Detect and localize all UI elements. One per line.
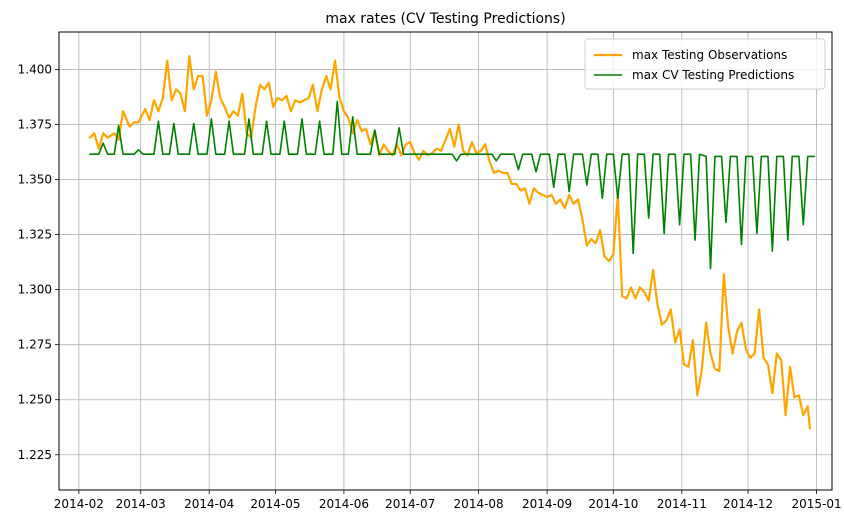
chart-title: max rates (CV Testing Predictions) (325, 11, 565, 27)
plot-area-frame (58, 31, 833, 491)
x-tick-label: 2014-12 (723, 497, 773, 511)
x-tick-label: 2014-05 (250, 497, 300, 511)
y-tick-label: 1.350 (18, 173, 52, 187)
x-tick-label: 2014-03 (116, 497, 166, 511)
legend-label-2: max CV Testing Predictions (632, 68, 794, 82)
plot-series (88, 55, 816, 430)
x-tick-label: 2014-07 (385, 497, 435, 511)
legend-box (584, 38, 826, 90)
x-tick-label: 2014-04 (184, 497, 234, 511)
x-tick-label: 2014-11 (657, 497, 707, 511)
y-tick-label: 1.250 (18, 393, 52, 407)
series-line-1 (88, 55, 812, 430)
series-line-2 (89, 100, 816, 270)
x-axis-ticks: 2014-02 2014-03 2014-04 2014-05 2014-06 2014-… (54, 490, 842, 511)
y-tick-label: 1.325 (18, 228, 52, 242)
y-axis-ticks: 1.225 1.250 1.275 1.300 1.325 1.350 1.375 1.400 (18, 62, 59, 462)
y-tick-label: 1.300 (18, 283, 52, 297)
x-tick-label: 2014-02 (54, 497, 104, 511)
legend-label-1: max Testing Observations (632, 48, 787, 62)
x-tick-label: 2015-01 (791, 497, 841, 511)
y-tick-label: 1.375 (18, 117, 52, 131)
x-tick-label: 2014-08 (454, 497, 504, 511)
x-tick-label: 2014-06 (319, 497, 369, 511)
y-tick-label: 1.275 (18, 338, 52, 352)
x-tick-label: 2014-10 (588, 497, 638, 511)
x-tick-label: 2014-09 (522, 497, 572, 511)
legend: max Testing Observations max CV Testing P… (584, 38, 826, 90)
y-tick-label: 1.225 (18, 448, 52, 462)
grid (59, 32, 832, 490)
y-tick-label: 1.400 (18, 62, 52, 76)
